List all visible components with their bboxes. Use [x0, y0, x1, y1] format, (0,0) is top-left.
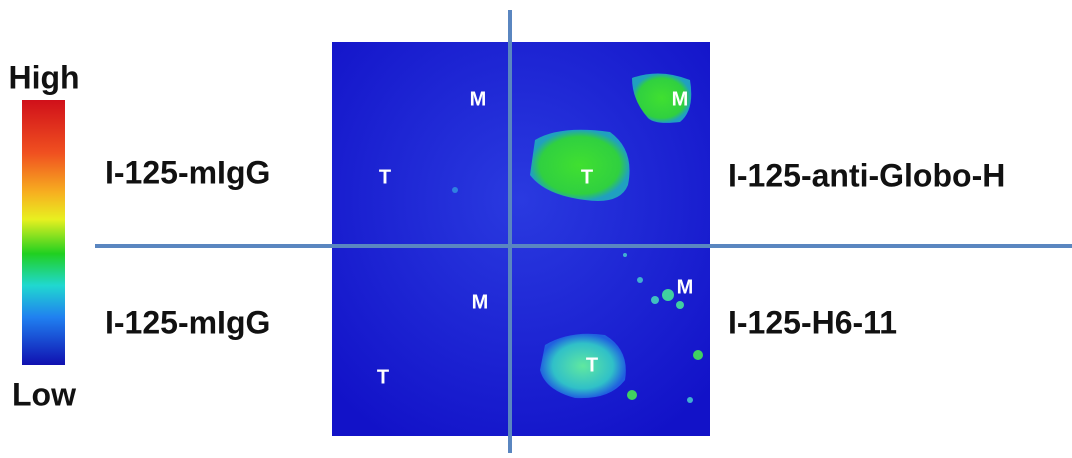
tumor-label: T — [581, 166, 593, 188]
tumor-label: T — [379, 166, 391, 188]
muscle-label: M — [677, 276, 694, 298]
figure: High Low I-125-mIgG I-125-anti-Globo-H I… — [0, 0, 1072, 453]
muscle-label: M — [472, 291, 489, 313]
row-label: I-125-mIgG — [105, 304, 270, 340]
high-label: High — [8, 59, 79, 95]
row-label: I-125-anti-Globo-H — [728, 157, 1005, 193]
color-bar — [22, 100, 65, 365]
tumor-label: T — [586, 354, 598, 376]
muscle-label: M — [672, 88, 689, 110]
muscle-label: M — [470, 88, 487, 110]
row-label: I-125-mIgG — [105, 154, 270, 190]
low-label: Low — [12, 376, 76, 412]
tumor-label: T — [377, 366, 389, 388]
row-label: I-125-H6-11 — [728, 304, 897, 340]
